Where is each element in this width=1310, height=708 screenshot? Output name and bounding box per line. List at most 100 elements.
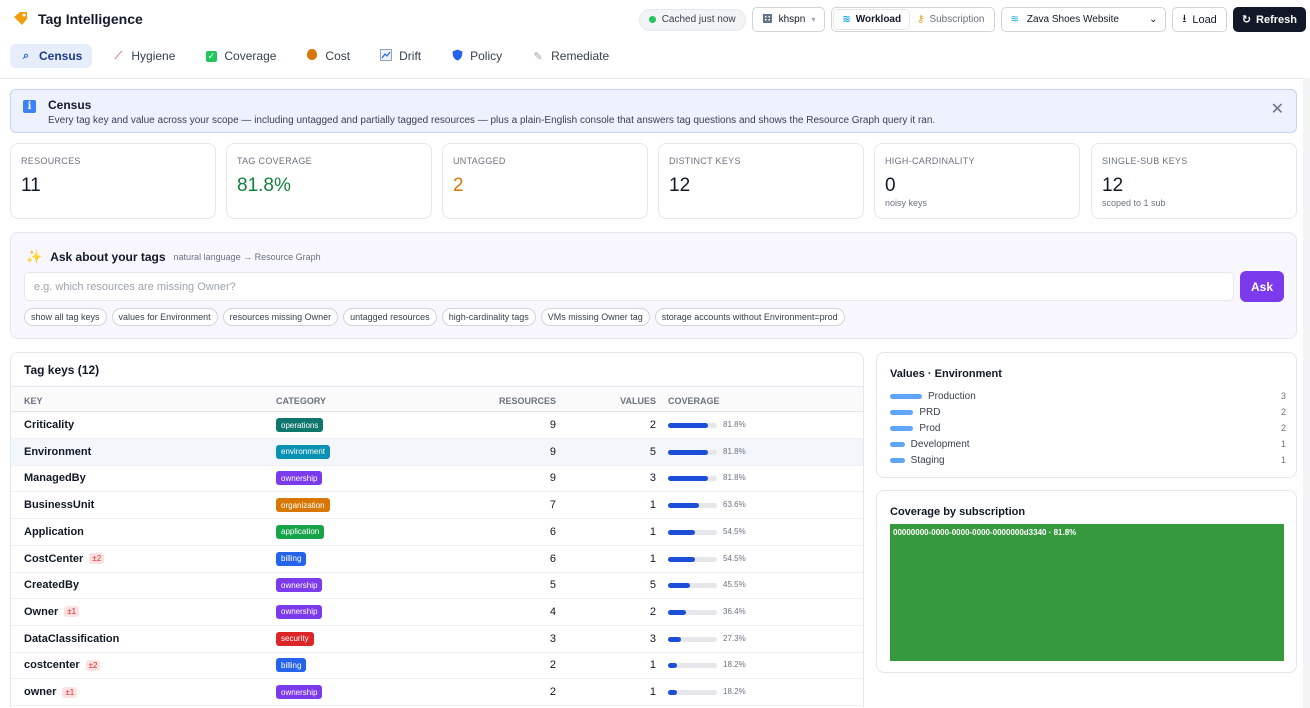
values-panel-title: Values · Environment bbox=[890, 368, 1002, 380]
money-bag-icon bbox=[306, 49, 318, 63]
sparkle-icon: ✨ bbox=[26, 249, 43, 264]
suggestion-chip[interactable]: untagged resources bbox=[343, 308, 437, 326]
suggestion-chip[interactable]: VMs missing Owner tag bbox=[540, 308, 650, 326]
tag-key-cell: DataClassification bbox=[24, 633, 119, 645]
coverage-percent: 81.8% bbox=[723, 473, 746, 483]
info-banner: i Census Every tag key and value across … bbox=[10, 89, 1297, 133]
layers-icon: ≋ bbox=[842, 14, 851, 25]
value-name: Production bbox=[928, 391, 976, 402]
suggestion-chips: show all tag keys values for Environment… bbox=[24, 308, 845, 326]
value-row[interactable]: Prod 2 bbox=[890, 422, 1286, 436]
top-bar: Tag Intelligence Cached just now khspn ▾… bbox=[0, 0, 1310, 40]
chevron-down-icon: ⌄ bbox=[1149, 14, 1158, 25]
coverage-percent: 81.8% bbox=[723, 446, 746, 456]
value-bar bbox=[890, 394, 922, 399]
values-count: 3 bbox=[649, 632, 656, 645]
table-title: Tag keys (12) bbox=[24, 363, 100, 377]
coverage-panel-title: Coverage by subscription bbox=[890, 506, 1026, 518]
col-values[interactable]: VALUES bbox=[620, 396, 656, 406]
tab-remediate[interactable]: ✎ Remediate bbox=[533, 49, 610, 63]
close-icon[interactable]: ✕ bbox=[1270, 101, 1284, 118]
ask-input[interactable] bbox=[24, 272, 1234, 301]
value-count: 1 bbox=[1280, 455, 1286, 465]
metric-value: 2 bbox=[453, 175, 464, 196]
coverage-treemap-tile[interactable]: 00000000-0000-0000-0000-0000000d3340 · 8… bbox=[890, 524, 1284, 661]
value-row[interactable]: Production 3 bbox=[890, 390, 1286, 404]
table-row[interactable]: ManagedBy ownership 9 3 81.8% bbox=[11, 465, 863, 493]
table-row[interactable]: Environment environment 9 5 81.8% bbox=[11, 438, 863, 466]
ask-button[interactable]: Ask bbox=[1240, 271, 1284, 302]
coverage-bar-fill bbox=[668, 690, 677, 695]
suggestion-chip[interactable]: resources missing Owner bbox=[222, 308, 339, 326]
suggestion-chip[interactable]: show all tag keys bbox=[24, 308, 107, 326]
table-row[interactable]: Criticality operations 9 2 81.8% bbox=[11, 412, 863, 439]
coverage-bar bbox=[668, 529, 717, 535]
suggestion-chip[interactable]: values for Environment bbox=[111, 308, 218, 326]
key-icon: ⚷ bbox=[917, 14, 925, 25]
table-row[interactable]: Application application 6 1 54.5% bbox=[11, 519, 863, 546]
layers-icon: ≋ bbox=[1010, 14, 1019, 25]
check-box-icon: ✓ bbox=[205, 51, 217, 62]
col-key[interactable]: KEY bbox=[24, 396, 43, 406]
page-scrollbar[interactable] bbox=[1303, 78, 1310, 708]
resources-count: 9 bbox=[549, 445, 556, 458]
tab-policy[interactable]: Policy bbox=[441, 44, 512, 68]
value-row[interactable]: PRD 2 bbox=[890, 406, 1286, 420]
category-badge: billing bbox=[276, 658, 307, 673]
tenant-picker[interactable]: khspn ▾ bbox=[751, 7, 826, 32]
table-row[interactable]: DataClassification security 3 3 27.3% bbox=[11, 626, 863, 653]
scope-subscription-option[interactable]: ⚷ Subscription bbox=[917, 14, 985, 25]
magnifier-icon: ⌕ bbox=[22, 49, 30, 62]
table-row[interactable]: CreatedBy ownership 5 5 45.5% bbox=[11, 572, 863, 600]
workload-select[interactable]: ≋ Zava Shoes Website ⌄ bbox=[1001, 7, 1167, 32]
tag-key-name: costcenter bbox=[24, 659, 80, 672]
col-category[interactable]: CATEGORY bbox=[276, 396, 327, 406]
tab-drift[interactable]: Drift bbox=[370, 44, 431, 68]
tag-key-cell: CostCenter ±2 bbox=[24, 552, 105, 565]
tab-hygiene[interactable]: ⟋ Hygiene bbox=[102, 44, 185, 68]
value-bar bbox=[890, 458, 905, 463]
tag-key-name: CostCenter bbox=[24, 552, 84, 565]
suggestion-chip[interactable]: high-cardinality tags bbox=[441, 308, 536, 326]
coverage-bar-fill bbox=[668, 529, 695, 535]
metric-value: 12 bbox=[669, 175, 691, 196]
values-count: 2 bbox=[649, 605, 656, 618]
category-badge: ownership bbox=[276, 471, 323, 486]
value-bar bbox=[890, 426, 914, 431]
metric-sub: scoped to 1 sub bbox=[1102, 198, 1166, 208]
coverage-bar-fill bbox=[668, 503, 700, 509]
cache-status-badge: Cached just now bbox=[638, 8, 746, 31]
table-row[interactable]: owner ±1 ownership 2 1 18.2% bbox=[11, 679, 863, 706]
value-row[interactable]: Staging 1 bbox=[890, 454, 1286, 468]
coverage-panel: Coverage by subscription 00000000-0000-0… bbox=[876, 490, 1297, 673]
load-button[interactable]: ⭳ Load bbox=[1172, 7, 1227, 32]
table-row[interactable]: CostCenter ±2 billing 6 1 54.5% bbox=[11, 546, 863, 573]
value-name: PRD bbox=[919, 407, 941, 418]
metric-card-distinct-keys: DISTINCT KEYS 12 bbox=[658, 143, 864, 219]
category-badge: organization bbox=[276, 498, 330, 513]
metric-card-untagged: UNTAGGED 2 bbox=[442, 143, 648, 219]
table-row[interactable]: costcenter ±2 billing 2 1 18.2% bbox=[11, 652, 863, 680]
tab-census[interactable]: ⌕ Census bbox=[10, 44, 93, 68]
tab-cost[interactable]: Cost bbox=[296, 44, 360, 68]
value-name: Prod bbox=[919, 423, 941, 434]
tag-key-cell: owner ±1 bbox=[24, 686, 78, 698]
values-count: 1 bbox=[649, 552, 656, 565]
scope-toggle: ≋ Workload ⚷ Subscription bbox=[831, 7, 996, 32]
tag-key-cell: Owner ±1 bbox=[24, 606, 80, 618]
resources-count: 3 bbox=[549, 632, 556, 645]
col-resources[interactable]: RESOURCES bbox=[498, 396, 556, 406]
tag-key-cell: ManagedBy bbox=[24, 472, 86, 484]
suggestion-chip[interactable]: storage accounts without Environment=pro… bbox=[654, 308, 845, 326]
table-row[interactable]: BusinessUnit organization 7 1 63.6% bbox=[11, 492, 863, 520]
tag-key-name: BusinessUnit bbox=[24, 499, 95, 512]
table-row[interactable]: Owner ±1 ownership 4 2 36.4% bbox=[11, 599, 863, 626]
resources-count: 9 bbox=[549, 419, 556, 431]
col-coverage[interactable]: COVERAGE bbox=[668, 396, 720, 406]
tab-coverage[interactable]: ✓ Coverage bbox=[195, 44, 286, 68]
duplicate-badge: ±1 bbox=[64, 606, 80, 618]
scope-workload-option[interactable]: ≋ Workload bbox=[834, 10, 910, 29]
refresh-button[interactable]: ↻ Refresh bbox=[1232, 7, 1306, 32]
tag-keys-table: Tag keys (12) KEY CATEGORY RESOURCES VAL… bbox=[10, 352, 864, 708]
value-row[interactable]: Development 1 bbox=[890, 438, 1286, 452]
